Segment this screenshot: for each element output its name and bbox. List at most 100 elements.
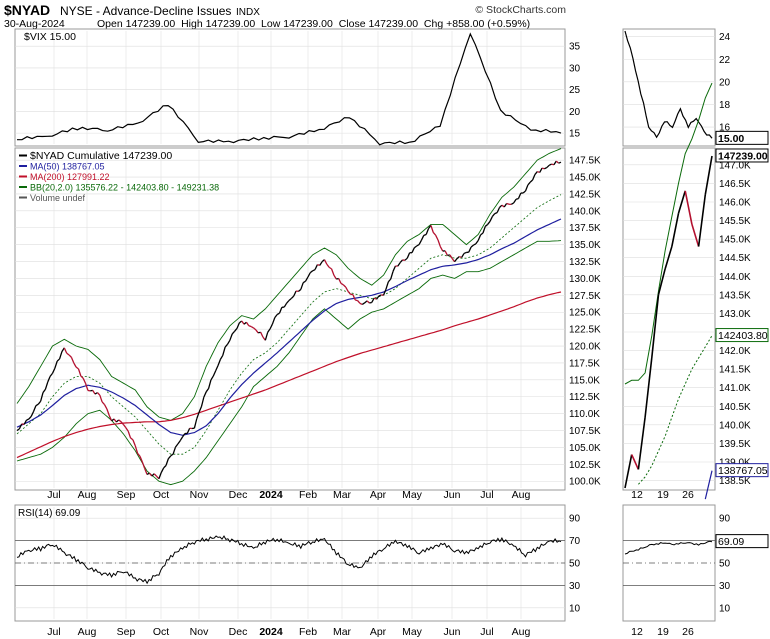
price-segment <box>186 428 191 434</box>
price-segment <box>234 328 238 332</box>
rsi-x-label: Aug <box>512 626 531 638</box>
price-segment <box>269 323 274 330</box>
y-axis-ticks: 15 20 25 30 35 100.0K 102.5K 105.0K 107.5K 110.0K… <box>569 42 601 615</box>
zoom-y-tick: 143.5K <box>719 290 751 301</box>
price-segment <box>222 346 226 356</box>
price-segment <box>125 427 129 432</box>
zoom-rsi-x-label: 19 <box>657 626 669 638</box>
price-segment <box>447 254 450 257</box>
price-y-tick: 122.5K <box>569 325 601 336</box>
zoom-y-tick: 144.5K <box>719 253 751 264</box>
price-segment <box>378 294 382 297</box>
price-legend-entry: MA(50) 138767.05 <box>30 162 105 172</box>
price-segment <box>137 453 141 457</box>
price-segment <box>333 274 337 280</box>
price-segment <box>32 405 37 412</box>
zoom-price-segment <box>697 194 707 247</box>
vix-last-value-box <box>715 130 769 145</box>
price-segment <box>108 415 113 422</box>
price-segment <box>18 423 23 430</box>
rsi-y-tick: 30 <box>569 581 581 592</box>
price-segment <box>314 264 318 270</box>
price-y-tick: 107.5K <box>569 426 601 437</box>
zoom-price-segment <box>671 212 680 247</box>
price-segment <box>120 421 124 425</box>
price-segment <box>527 181 531 186</box>
price-segment <box>101 401 105 406</box>
price-segment <box>130 437 134 441</box>
price-segment <box>373 297 377 300</box>
price-y-tick: 137.5K <box>569 223 601 234</box>
index-tag: INDX <box>236 7 260 18</box>
price-segment <box>449 254 453 259</box>
vix-panel-frame <box>14 28 566 147</box>
price-x-label: Jul <box>47 489 60 501</box>
zoom-ma50-line <box>704 470 713 500</box>
symbol-title: $NYAD <box>4 2 50 18</box>
zoom-y-tick: 144.0K <box>719 272 751 283</box>
ma200-line <box>16 291 562 459</box>
price-segment <box>491 213 496 217</box>
price-segment <box>170 453 174 457</box>
price-segment <box>317 264 320 266</box>
rsi-last-value-box <box>715 534 769 549</box>
price-segment <box>454 258 458 263</box>
price-segment <box>499 204 503 208</box>
price-segment <box>364 300 368 304</box>
price-x-label: 2024 <box>259 489 283 501</box>
price-y-tick: 142.5K <box>569 189 601 200</box>
price-segment <box>439 246 444 252</box>
price-segment <box>165 458 169 466</box>
price-segment <box>207 379 212 389</box>
price-segment <box>312 269 316 272</box>
price-segment <box>537 170 540 174</box>
price-segment <box>383 288 387 296</box>
vix-y-tick: 15 <box>569 129 581 140</box>
zoom-y-tick: 138.5K <box>719 476 751 487</box>
price-y-tick: 125.0K <box>569 308 601 319</box>
price-segment <box>196 411 200 419</box>
price-segment <box>241 320 245 325</box>
price-x-label: Jul <box>480 489 493 501</box>
price-x-label: Jun <box>444 489 461 501</box>
zoom-price-frame <box>622 147 716 491</box>
price-segment <box>160 467 165 473</box>
ma50-line <box>16 218 562 436</box>
zoom-price-segment <box>677 190 686 214</box>
zoom-price-segment <box>691 224 700 247</box>
price-segment <box>30 411 35 417</box>
rsi-line <box>16 535 562 585</box>
price-segment <box>103 404 108 410</box>
price-segment <box>357 300 361 304</box>
price-segment <box>153 473 158 477</box>
ma50-last-value-box <box>715 463 769 478</box>
price-segment <box>326 263 330 268</box>
zoom-price-segment <box>624 454 633 489</box>
price-segment <box>177 440 181 445</box>
price-segment <box>411 247 415 253</box>
rsi-y-tick: 10 <box>569 603 581 614</box>
price-segment <box>56 358 61 362</box>
price-segment <box>226 339 231 345</box>
rsi-x-label: Jul <box>480 626 493 638</box>
zoom-price-segment <box>630 454 640 470</box>
price-segment <box>77 368 82 377</box>
price-segment <box>193 418 198 429</box>
price-segment <box>392 265 397 272</box>
price-segment <box>375 295 380 300</box>
price-segment <box>307 272 311 278</box>
price-segment <box>260 331 264 338</box>
price-segment <box>475 240 479 245</box>
price-segment <box>288 297 292 301</box>
price-legend-entry: MA(200) 127991.22 <box>30 172 110 182</box>
price-segment <box>26 418 30 421</box>
zoom-rsi-y-tick: 50 <box>719 559 731 570</box>
price-segment <box>82 378 87 384</box>
zoom-price-segment <box>704 155 713 195</box>
price-segment <box>340 282 344 286</box>
price-segment <box>200 396 205 407</box>
price-segment <box>494 212 498 215</box>
price-segment <box>359 302 363 306</box>
price-segment <box>54 360 58 369</box>
